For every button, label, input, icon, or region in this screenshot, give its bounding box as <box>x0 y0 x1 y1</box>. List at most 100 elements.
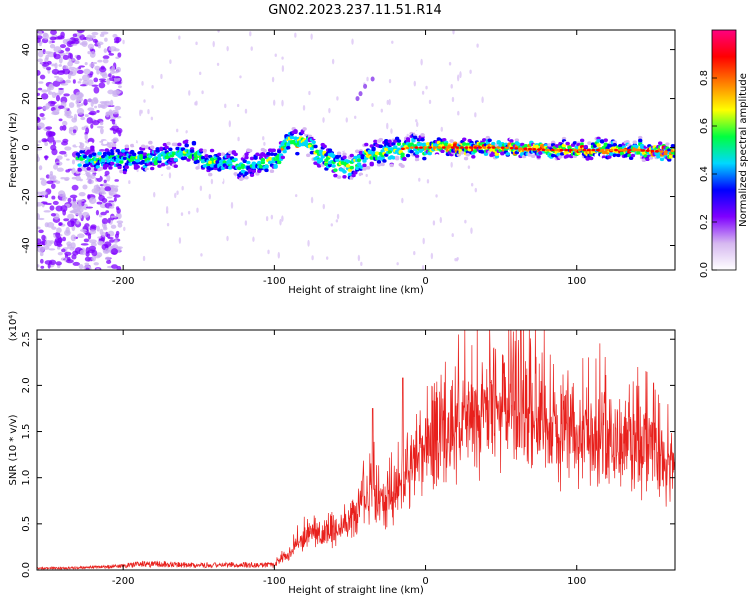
heatmap-cell <box>102 58 109 64</box>
heatmap-cell <box>389 163 394 168</box>
heatmap-cell <box>81 170 86 175</box>
heatmap-cell <box>451 233 454 238</box>
heatmap-cell <box>269 152 275 156</box>
heatmap-cell <box>89 51 96 58</box>
heatmap-cell <box>108 144 113 149</box>
heatmap-cell <box>641 158 647 163</box>
heatmap-cell <box>465 152 471 157</box>
heatmap-cell <box>224 144 229 148</box>
heatmap-cell <box>61 248 66 253</box>
heatmap-cell <box>166 141 171 146</box>
heatmap-cell <box>536 154 541 159</box>
heatmap-cell <box>84 256 91 262</box>
heatmap-cell <box>40 265 45 269</box>
heatmap-cell <box>139 109 142 117</box>
heatmap-cell <box>386 99 389 105</box>
heatmap-cell <box>545 158 550 163</box>
heatmap-cell <box>64 251 72 256</box>
heatmap-cell <box>106 260 112 264</box>
heatmap-cell <box>71 167 76 175</box>
heatmap-cell <box>51 111 60 116</box>
y-tick-label: 0 <box>21 144 32 150</box>
heatmap-cell <box>459 146 464 149</box>
heatmap-cell <box>255 152 260 157</box>
x-tick-label: -100 <box>263 276 286 287</box>
heatmap-cell <box>244 171 249 175</box>
heatmap-cell <box>100 65 105 70</box>
heatmap-cell <box>401 197 404 204</box>
heatmap-cell <box>119 160 124 164</box>
heatmap-cell <box>37 155 41 162</box>
heatmap-cell <box>409 149 414 154</box>
heatmap-cell <box>595 148 600 152</box>
heatmap-cell <box>47 91 53 95</box>
heatmap-cell <box>88 154 93 158</box>
heatmap-cell <box>449 139 454 143</box>
heatmap-cell <box>310 33 313 40</box>
heatmap-cell <box>345 159 351 164</box>
heatmap-cell <box>37 69 41 76</box>
heatmap-cell <box>111 119 116 125</box>
heatmap-cell <box>601 157 607 162</box>
colorbar: 0.0 0.2 0.4 0.6 0.8 Normalized spectral ampl… <box>699 29 749 278</box>
heatmap-cell <box>482 138 487 142</box>
heatmap-cell <box>322 203 325 210</box>
heatmap-cell <box>293 129 298 134</box>
heatmap-cell <box>83 98 88 106</box>
heatmap-cell <box>599 139 605 143</box>
heatmap-cell <box>450 84 453 89</box>
heatmap-cell <box>351 173 356 178</box>
heatmap-cell <box>409 146 414 149</box>
heatmap-cell <box>184 143 189 148</box>
heatmap-cell <box>117 52 122 58</box>
heatmap-cell <box>560 152 565 156</box>
heatmap-cell <box>55 95 61 102</box>
heatmap-cell <box>270 214 274 220</box>
heatmap-cell <box>130 158 135 162</box>
heatmap-cell <box>69 194 78 199</box>
heatmap-cell <box>353 155 358 160</box>
heatmap-cell <box>96 41 104 46</box>
heatmap-cell <box>244 175 249 180</box>
heatmap-cell <box>367 149 373 154</box>
heatmap-cell <box>369 156 374 160</box>
heatmap-cell <box>108 200 115 203</box>
heatmap-cell <box>37 37 41 43</box>
heatmap-cell <box>550 140 556 145</box>
heatmap-cell <box>37 226 41 230</box>
heatmap-cell <box>257 160 262 165</box>
heatmap-cell <box>609 148 614 152</box>
heatmap-cell <box>76 107 85 115</box>
heatmap-cell <box>589 156 594 161</box>
heatmap-cell <box>264 164 269 169</box>
heatmap-cell <box>44 51 52 55</box>
spectrogram-marks <box>37 30 675 270</box>
heatmap-cell <box>308 90 311 96</box>
heatmap-cell <box>111 146 117 150</box>
heatmap-cell <box>391 40 394 44</box>
heatmap-cell <box>109 239 115 243</box>
heatmap-cell <box>43 210 51 213</box>
heatmap-cell <box>228 160 233 165</box>
heatmap-cell <box>85 251 90 257</box>
heatmap-cell <box>79 249 87 256</box>
heatmap-cell <box>289 135 295 140</box>
heatmap-cell <box>366 76 369 82</box>
heatmap-cell <box>99 149 105 152</box>
heatmap-cell <box>108 166 113 170</box>
heatmap-cell <box>50 183 56 189</box>
heatmap-cell <box>333 146 338 151</box>
heatmap-cell <box>632 140 637 144</box>
heatmap-cell <box>91 152 97 156</box>
heatmap-cell <box>124 144 130 149</box>
heatmap-cell <box>55 77 64 82</box>
heatmap-cell <box>75 91 83 99</box>
heatmap-cell <box>302 127 307 131</box>
heatmap-cell <box>103 223 107 230</box>
heatmap-cell <box>81 211 90 218</box>
heatmap-cell <box>456 74 460 82</box>
heatmap-cell <box>150 145 155 150</box>
heatmap-cell <box>153 191 156 198</box>
x-tick-label: 0 <box>422 576 428 587</box>
snr-x-label: Height of straight line (km) <box>288 585 424 596</box>
